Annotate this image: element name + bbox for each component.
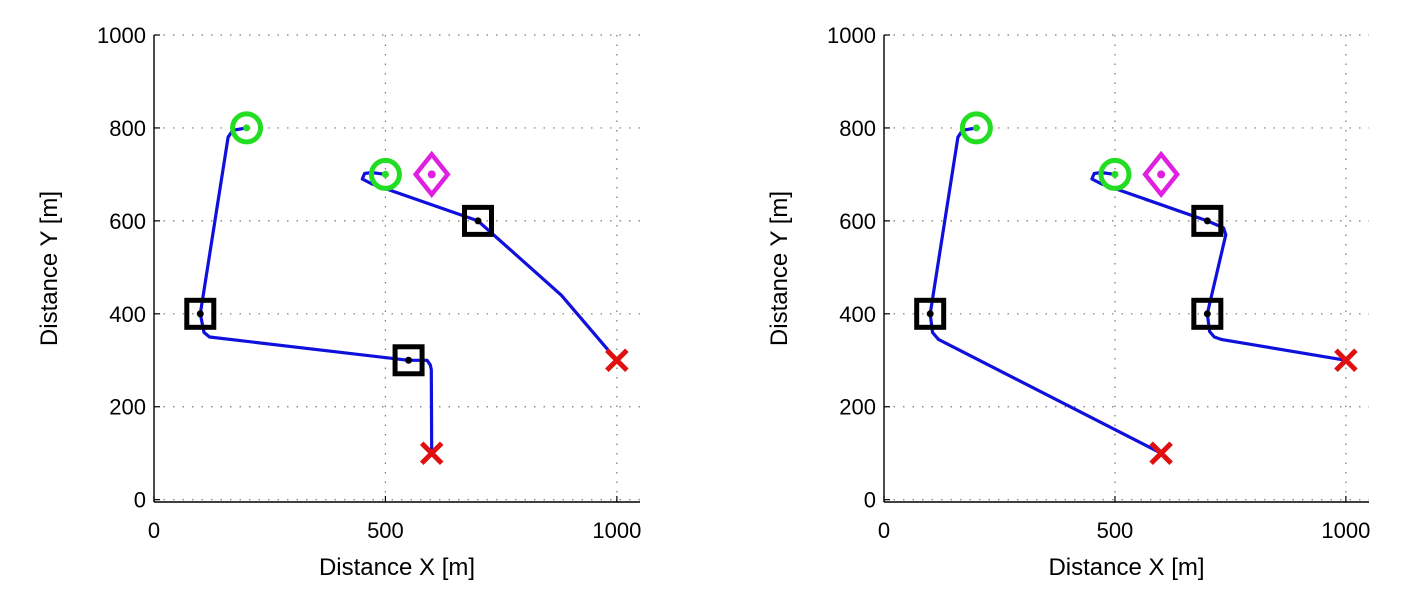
- waypoint-center-dot: [1203, 217, 1211, 225]
- start-circle-marker: [959, 111, 993, 145]
- trajectory-line: [198, 126, 434, 455]
- waypoint-center-dot: [1203, 310, 1211, 318]
- x-tick-label: 0: [148, 518, 160, 543]
- y-tick-label: 200: [839, 395, 876, 420]
- end-x-marker: [605, 348, 629, 373]
- y-tick-label: 1000: [827, 23, 876, 48]
- y-tick-label: 400: [109, 302, 146, 327]
- y-tick-label: 1000: [97, 23, 146, 48]
- y-tick-label: 600: [839, 209, 876, 234]
- trajectory-line: [360, 170, 619, 362]
- plot-panel-2: 0 500 1000 0 200 400 600 800 1000 Distance X [m] D…: [766, 23, 1370, 581]
- x-tick-label: 500: [1097, 518, 1134, 543]
- end-x-marker: [1334, 348, 1358, 373]
- y-tick-label: 800: [109, 116, 146, 141]
- x-tick-label: 0: [878, 518, 890, 543]
- start-center-dot: [1111, 170, 1119, 178]
- target-diamond-marker: [412, 150, 451, 199]
- target-center-dot: [1157, 170, 1166, 179]
- y-axis-label: Distance Y [m]: [36, 191, 63, 346]
- y-tick-label: 200: [109, 395, 146, 420]
- x-axis-label: Distance X [m]: [1048, 554, 1204, 581]
- end-x-marker: [419, 441, 444, 465]
- start-circle-marker: [1098, 157, 1132, 191]
- waypoint-square-marker: [914, 297, 947, 330]
- waypoint-square-marker: [1191, 204, 1224, 237]
- waypoint-square-marker: [392, 344, 425, 377]
- y-tick-label: 0: [134, 488, 146, 513]
- x-tick-label: 1000: [592, 518, 641, 543]
- start-circle-marker: [230, 111, 264, 145]
- y-axis-label: Distance Y [m]: [766, 191, 793, 346]
- end-x-marker: [1149, 441, 1173, 465]
- x-tick-label: 500: [367, 518, 404, 543]
- y-tick-label: 600: [109, 209, 146, 234]
- start-center-dot: [243, 124, 251, 132]
- waypoint-square-marker: [1191, 297, 1224, 330]
- target-diamond-marker: [1142, 150, 1181, 199]
- x-axis-label: Distance X [m]: [319, 554, 475, 581]
- waypoint-square-marker: [462, 204, 494, 237]
- y-tick-label: 400: [839, 302, 876, 327]
- waypoint-center-dot: [405, 356, 413, 364]
- x-tick-label: 1000: [1321, 518, 1370, 543]
- start-center-dot: [381, 170, 389, 178]
- start-circle-marker: [368, 157, 402, 191]
- waypoint-center-dot: [196, 310, 204, 318]
- start-center-dot: [972, 124, 980, 132]
- waypoint-center-dot: [474, 217, 482, 225]
- target-center-dot: [427, 170, 436, 179]
- trajectory-line: [1090, 170, 1348, 362]
- y-tick-label: 800: [839, 116, 876, 141]
- waypoint-square-marker: [184, 297, 217, 330]
- y-tick-label: 0: [864, 488, 876, 513]
- plot-panel-1: 0 500 1000 0 200 400 600 800 1000 Distance X [m] D…: [36, 23, 641, 581]
- waypoint-center-dot: [926, 310, 934, 318]
